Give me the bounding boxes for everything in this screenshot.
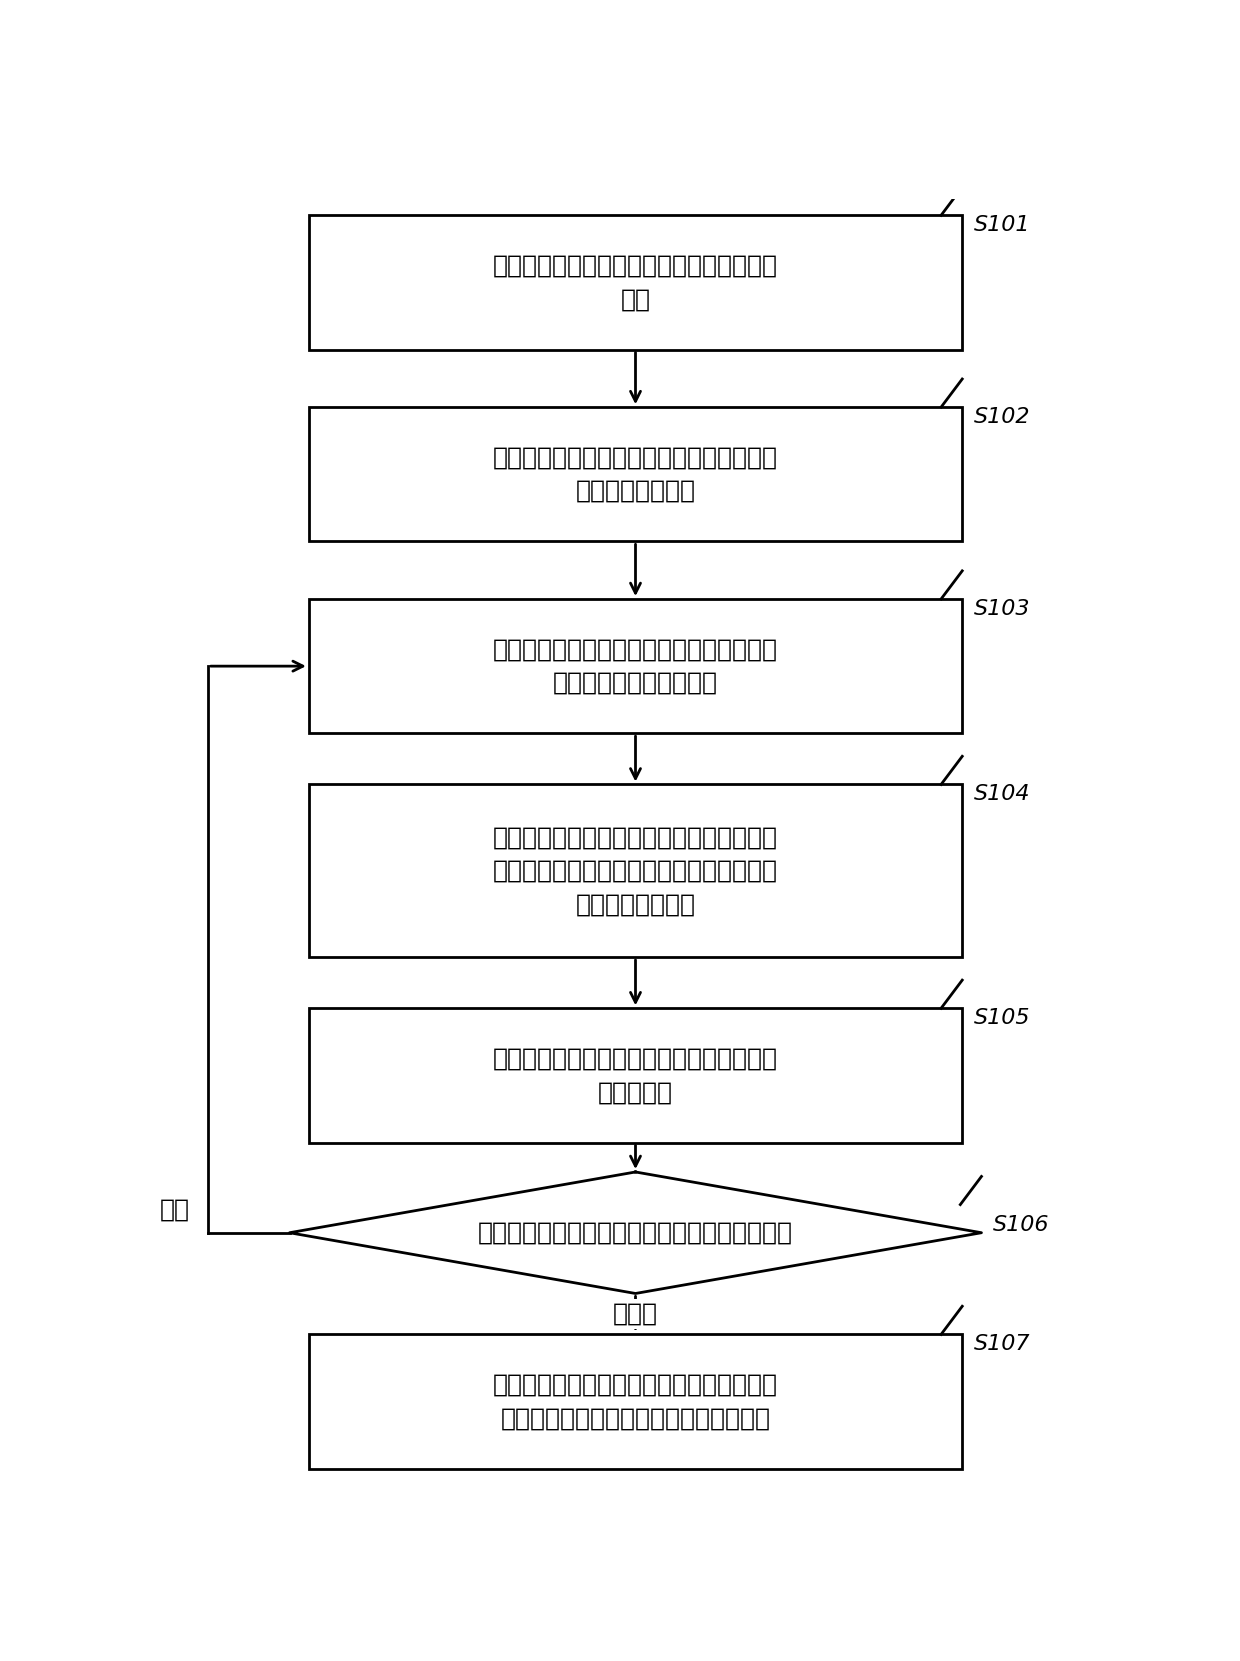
Text: 判断所述功率差値是否符合预设的插入损耗要求: 判断所述功率差値是否符合预设的插入损耗要求 xyxy=(477,1221,794,1244)
Text: S102: S102 xyxy=(973,407,1030,427)
Text: 计算所述实际信号功率和所述初始信号功率
的功率差値: 计算所述实际信号功率和所述初始信号功率 的功率差値 xyxy=(494,1046,777,1105)
Text: S103: S103 xyxy=(973,600,1030,620)
Text: 按照预设检测顺序依次从若干所述从检测设
备中选出当前从检测设备: 按照预设检测顺序依次从若干所述从检测设 备中选出当前从检测设备 xyxy=(494,638,777,694)
Polygon shape xyxy=(290,1173,982,1294)
Bar xyxy=(309,407,962,541)
Text: 判定所述当前从检测设备和所述主检测设备
之间的漏缆线路存在问题并结束检测操作: 判定所述当前从检测设备和所述主检测设备 之间的漏缆线路存在问题并结束检测操作 xyxy=(494,1372,777,1430)
Text: 不符合: 不符合 xyxy=(613,1302,658,1325)
Text: 获取所述主检测设备所检测到的所述检测信
号的初始信号功率: 获取所述主检测设备所检测到的所述检测信 号的初始信号功率 xyxy=(494,445,777,503)
Text: S106: S106 xyxy=(993,1214,1049,1234)
Text: 响应启动检测操作指令时，发送检测信号至
漏缆: 响应启动检测操作指令时，发送检测信号至 漏缆 xyxy=(494,254,777,311)
Text: S104: S104 xyxy=(973,784,1030,804)
Text: S105: S105 xyxy=(973,1008,1030,1028)
Bar xyxy=(309,216,962,349)
Text: 对于每次选取的所述当前从检测设备，获取
所述当前从检测设备所检测到的所述检测信
号的实际信号功率: 对于每次选取的所述当前从检测设备，获取 所述当前从检测设备所检测到的所述检测信 … xyxy=(494,826,777,917)
Bar xyxy=(309,1008,962,1143)
Bar xyxy=(309,784,962,957)
Bar xyxy=(309,1334,962,1468)
Text: S101: S101 xyxy=(973,216,1030,236)
Text: 符合: 符合 xyxy=(160,1198,190,1222)
Text: S107: S107 xyxy=(973,1334,1030,1354)
Bar xyxy=(309,600,962,733)
